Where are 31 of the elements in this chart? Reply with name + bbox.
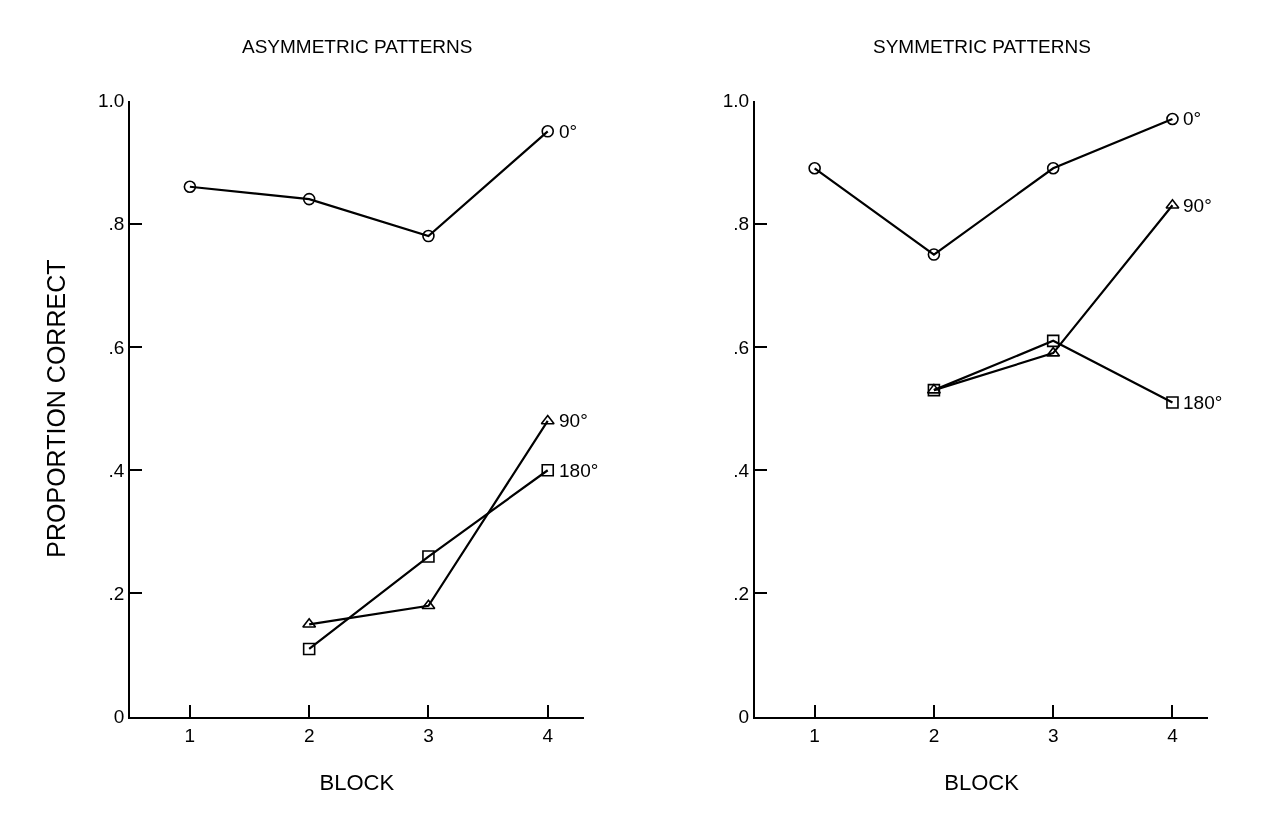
series-label: 0° [1183, 108, 1202, 129]
x-tick-label: 4 [1167, 724, 1179, 746]
y-tick-label: 0 [113, 706, 125, 728]
series-label: 90° [559, 410, 588, 431]
x-tick-label: 3 [423, 724, 434, 746]
x-tick-label: 3 [1047, 724, 1059, 746]
y-tick-label: .6 [733, 336, 750, 358]
y-tick-label: .6 [108, 336, 125, 358]
y-axis-title: PROPORTION CORRECT [42, 259, 71, 558]
x-tick-label: 1 [809, 724, 820, 746]
y-tick-label: 1.0 [722, 90, 750, 112]
x-axis-title: BLOCK [944, 769, 1020, 795]
series-label: 90° [1183, 195, 1212, 216]
chart-title: SYMMETRIC PATTERNS [873, 36, 1091, 57]
y-tick-label: 0 [738, 706, 750, 728]
chart-title: ASYMMETRIC PATTERNS [242, 36, 473, 57]
x-tick-label: 1 [184, 724, 196, 746]
y-tick-label: .8 [733, 213, 750, 235]
x-tick-label: 2 [928, 724, 940, 746]
x-tick-label: 2 [303, 724, 315, 746]
y-tick-label: 1.0 [98, 90, 125, 112]
series-label: 0° [559, 121, 578, 142]
y-tick-label: .2 [108, 583, 125, 605]
y-tick-label: .8 [108, 213, 125, 235]
series-label: 180° [559, 460, 599, 481]
x-tick-label: 4 [542, 724, 554, 746]
x-axis-title: BLOCK [319, 769, 395, 795]
y-tick-label: .2 [733, 583, 750, 605]
y-tick-label: .4 [108, 459, 125, 481]
y-tick-label: .4 [733, 459, 750, 481]
series-label: 180° [1183, 392, 1223, 413]
